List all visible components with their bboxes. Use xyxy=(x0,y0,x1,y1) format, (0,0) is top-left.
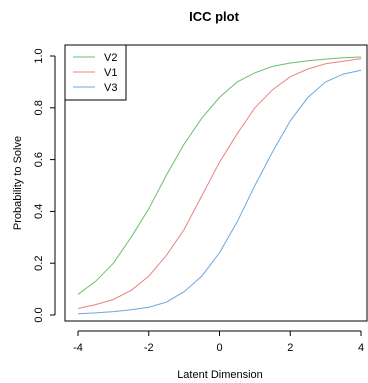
legend-box xyxy=(64,44,127,101)
y-tick-label: 0.6 xyxy=(33,152,45,167)
plot-frame xyxy=(64,44,368,322)
chart-title: ICC plot xyxy=(189,9,239,24)
y-tick-label: 0.2 xyxy=(33,256,45,271)
y-tick-label: 0.4 xyxy=(33,204,45,219)
y-axis: 0.0 0.2 0.4 0.6 0.8 1.0 xyxy=(33,48,56,323)
y-tick-label: 1.0 xyxy=(33,48,45,63)
series-lines xyxy=(77,56,362,315)
x-tick-label: 4 xyxy=(358,342,364,354)
x-tick-label: 0 xyxy=(216,342,222,354)
y-axis-label: Probability to Solve xyxy=(12,136,24,230)
y-tick-label: 0.8 xyxy=(33,100,45,115)
legend: V2 V1 V3 xyxy=(64,44,127,101)
x-tick-label: -2 xyxy=(144,342,154,354)
legend-label-v3: V3 xyxy=(104,82,117,94)
x-tick-label: -4 xyxy=(73,342,83,354)
series-line-v3 xyxy=(77,69,362,315)
x-axis: -4 -2 0 2 4 xyxy=(73,330,364,354)
y-tick-label: 0.0 xyxy=(33,307,45,322)
x-tick-label: 2 xyxy=(287,342,293,354)
series-line-v1 xyxy=(77,58,362,309)
x-axis-label: Latent Dimension xyxy=(177,369,263,381)
legend-label-v2: V2 xyxy=(104,52,117,64)
series-line-v2 xyxy=(77,56,362,295)
legend-label-v1: V1 xyxy=(104,67,117,79)
